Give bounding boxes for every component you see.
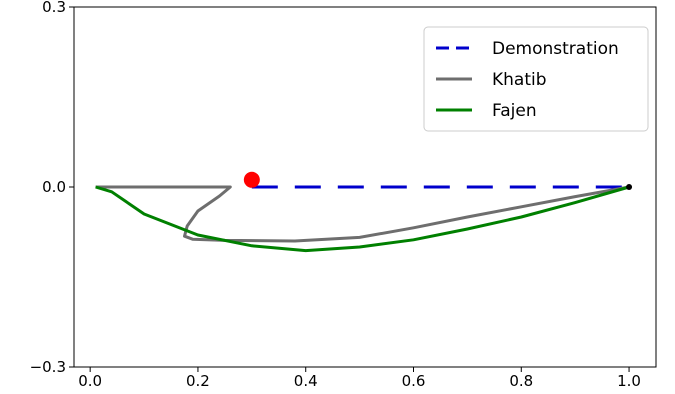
- y-tick-label: 0.3: [42, 0, 66, 16]
- series-layer: [95, 185, 630, 253]
- y-axis-ticks: −0.3 0.0 0.3: [30, 0, 74, 376]
- y-tick-label: 0.0: [42, 178, 66, 196]
- x-tick-label: 0.4: [294, 372, 318, 390]
- legend-label-fajen: Fajen: [492, 101, 537, 121]
- x-tick-label: 0.2: [186, 372, 210, 390]
- marker-point-1: [626, 184, 633, 190]
- x-tick-label: 1.0: [617, 372, 641, 390]
- legend: Demonstration Khatib Fajen: [423, 26, 649, 132]
- legend-label-khatib: Khatib: [492, 70, 547, 90]
- legend-box: [423, 26, 649, 132]
- x-tick-label: 0.8: [509, 372, 533, 390]
- legend-label-demonstration: Demonstration: [492, 39, 619, 59]
- marker-point-0: [243, 171, 260, 188]
- series-line-fajen: [95, 185, 630, 253]
- y-tick-label: −0.3: [30, 358, 66, 376]
- x-tick-label: 0.6: [402, 372, 426, 390]
- x-axis-ticks: 0.0 0.2 0.4 0.6 0.8 1.0: [78, 367, 641, 390]
- marker-layer: [243, 171, 633, 190]
- x-tick-label: 0.0: [78, 372, 102, 390]
